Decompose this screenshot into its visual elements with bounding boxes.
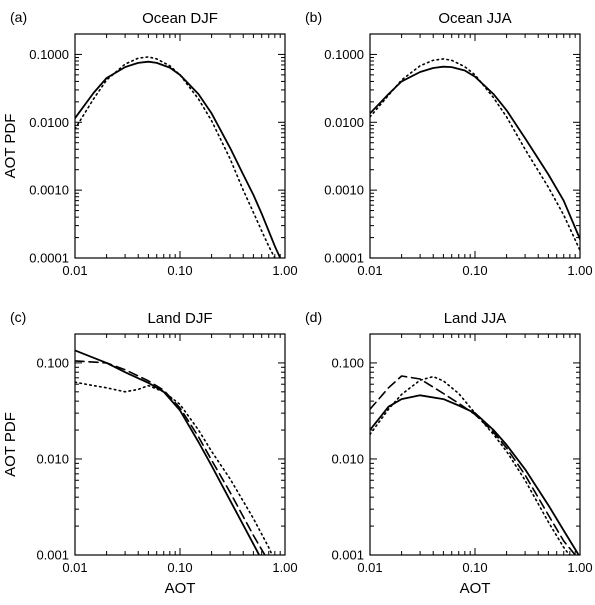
y-tick-label: 0.0100 [324, 115, 364, 130]
panel-letter: (d) [305, 309, 322, 325]
panel-title: Ocean DJF [142, 10, 218, 27]
x-tick-label: 0.10 [462, 560, 487, 575]
panel-title: Ocean JJA [438, 10, 511, 27]
x-tick-label: 0.01 [62, 263, 87, 278]
x-tick-label: 0.01 [357, 560, 382, 575]
y-tick-label: 0.100 [36, 355, 69, 370]
y-tick-label: 0.0010 [29, 183, 69, 198]
x-tick-label: 1.00 [272, 263, 297, 278]
x-axis-title: AOT [165, 580, 196, 597]
panel-letter: (b) [305, 9, 322, 25]
y-tick-label: 0.001 [331, 548, 364, 563]
plot-frame [369, 33, 581, 259]
panel-letter: (c) [10, 309, 26, 325]
y-tick-label: 0.010 [36, 451, 69, 466]
series-line-dashed [370, 375, 577, 555]
series-line-solid [370, 394, 580, 555]
panel-3: (c) Land DJF 0.01 0.10 1.00 0.001 0.010 0.100 AO… [2, 309, 298, 597]
plot-frame [74, 333, 286, 556]
panel-letter: (a) [10, 9, 27, 25]
y-tick-label: 0.010 [331, 451, 364, 466]
x-tick-label: 0.01 [62, 560, 87, 575]
x-tick-label: 1.00 [567, 263, 592, 278]
y-tick-label: 0.0010 [324, 183, 364, 198]
panel-2: (b) Ocean JJA 0.01 0.10 1.00 0.0001 0.0010 0.01… [305, 9, 593, 278]
x-tick-label: 0.10 [462, 263, 487, 278]
y-tick-label: 0.100 [331, 355, 364, 370]
y-axis-title: AOT PDF [2, 114, 19, 179]
panel-title: Land DJF [147, 310, 212, 327]
y-tick-label: 0.001 [36, 548, 69, 563]
series-line-dotted [370, 375, 571, 555]
panel-title: Land JJA [444, 310, 507, 327]
x-tick-label: 1.00 [272, 560, 297, 575]
panel-4: (d) Land JJA 0.01 0.10 1.00 0.001 0.010 0.100 AO… [305, 309, 593, 597]
series-line-dotted [75, 381, 274, 555]
y-tick-label: 0.0001 [29, 251, 69, 266]
series-line-dashed [75, 360, 266, 555]
series-line-solid [75, 60, 282, 258]
x-tick-label: 0.01 [357, 263, 382, 278]
y-tick-label: 0.1000 [29, 47, 69, 62]
series-line-dotted [370, 58, 580, 252]
y-axis-title: AOT PDF [2, 412, 19, 477]
series-line-dotted [75, 56, 276, 258]
series-line-solid [370, 65, 580, 241]
x-tick-label: 1.00 [567, 560, 592, 575]
plot-frame [74, 33, 286, 259]
x-tick-label: 0.10 [167, 560, 192, 575]
y-tick-label: 0.0100 [29, 115, 69, 130]
x-axis-title: AOT [460, 580, 491, 597]
y-tick-label: 0.1000 [324, 47, 364, 62]
panel-1: (a) Ocean DJF 0.01 0.10 1.00 0.0001 0.0010 0.01… [2, 9, 298, 278]
y-tick-label: 0.0001 [324, 251, 364, 266]
x-tick-label: 0.10 [167, 263, 192, 278]
series-line-solid [75, 349, 261, 555]
